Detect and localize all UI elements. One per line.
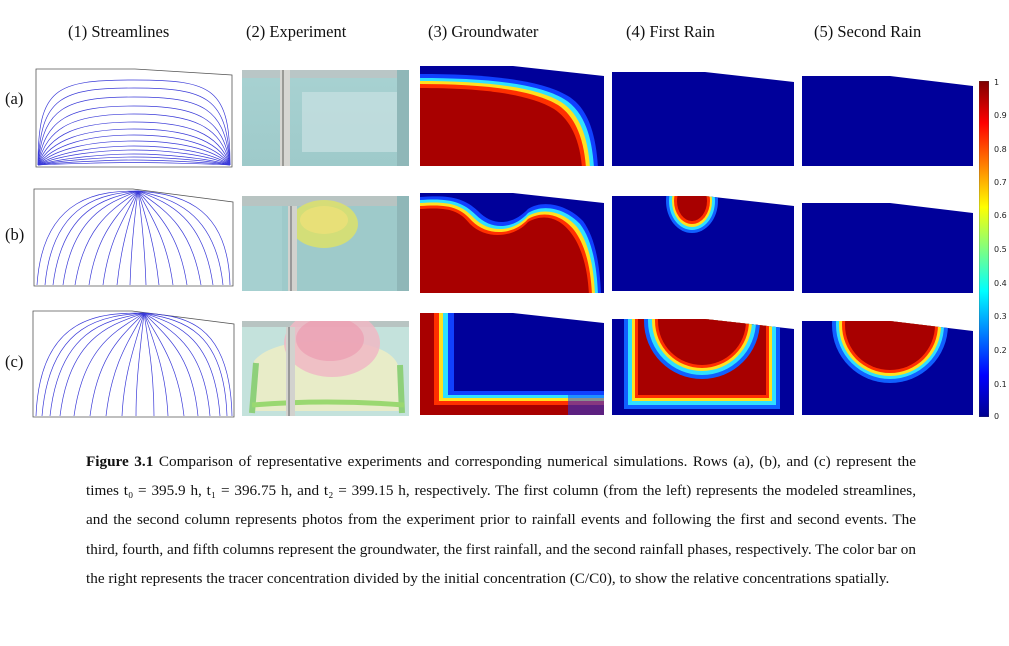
colorbar-tick-0-6: 0.6 [994, 211, 1007, 220]
column-title-first-rain: (4) First Rain [626, 22, 715, 41]
colorbar [979, 81, 989, 417]
column-title-second-rain: (5) Second Rain [814, 22, 922, 41]
experiment-photo-a [242, 70, 409, 166]
groundwater-sim-b [418, 191, 606, 295]
first-rain-sim-b [610, 191, 796, 295]
colorbar-tick-0-9: 0.9 [994, 111, 1007, 120]
experiment-photo-b [242, 196, 409, 291]
colorbar-tick-0-5: 0.5 [994, 245, 1007, 254]
column-title-experiment: (2) Experiment [246, 22, 347, 41]
streamlines-panel-c [32, 310, 235, 418]
groundwater-sim-c [418, 311, 606, 417]
row-label-c: (c) [5, 352, 24, 371]
streamlines-panel-a [35, 68, 233, 168]
colorbar-tick-0-4: 0.4 [994, 279, 1007, 288]
row-label-b: (b) [5, 225, 25, 244]
experiment-photo-c [242, 321, 409, 416]
colorbar-tick-1: 1 [994, 78, 1000, 87]
colorbar-tick-0-3: 0.3 [994, 312, 1007, 321]
first-rain-sim-a [610, 64, 796, 168]
colorbar-tick-0-8: 0.8 [994, 145, 1007, 154]
colorbar-tick-0-1: 0.1 [994, 380, 1007, 389]
colorbar-tick-0-2: 0.2 [994, 346, 1007, 355]
first-rain-sim-c [610, 311, 796, 417]
figure-caption-text: Comparison of representative experiments… [86, 453, 917, 587]
second-rain-sim-c [800, 311, 975, 417]
figure-caption-label: Figure 3.1 [86, 453, 154, 470]
row-label-a: (a) [5, 89, 24, 108]
second-rain-sim-a [800, 64, 975, 168]
colorbar-tick-0: 0 [994, 412, 1000, 421]
groundwater-sim-a [418, 64, 606, 168]
figure-caption: Figure 3.1 Comparison of representative … [86, 447, 916, 593]
second-rain-sim-b [800, 191, 975, 295]
column-title-groundwater: (3) Groundwater [428, 22, 539, 41]
colorbar-tick-0-7: 0.7 [994, 178, 1007, 187]
streamlines-panel-b [33, 188, 234, 287]
column-title-streamlines: (1) Streamlines [68, 22, 170, 41]
